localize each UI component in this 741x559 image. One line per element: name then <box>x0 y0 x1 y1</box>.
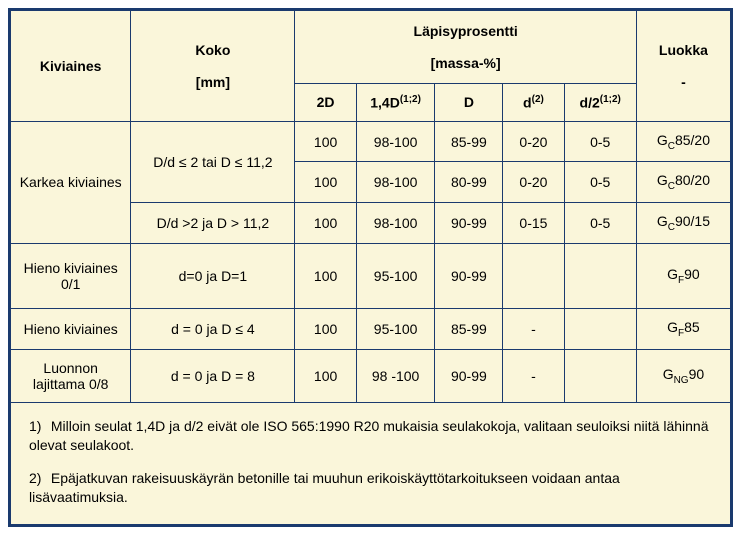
cell: 98-100 <box>356 121 435 162</box>
cell-kivi: Luonnon lajittama 0/8 <box>11 349 131 402</box>
cell-kivi: Karkea kiviaines <box>11 121 131 243</box>
luok-pre: G <box>657 132 668 148</box>
luok-post: 90 <box>684 266 700 282</box>
cell-koko: d = 0 ja D ≤ 4 <box>131 309 295 350</box>
cell-koko-text: D/d ≤ 2 tai D ≤ 11,2 <box>153 154 272 170</box>
hdr-14d: 1,4D(1;2) <box>356 84 435 122</box>
hdr-lapisy-unit: [massa-%] <box>431 55 501 71</box>
luok-pre: G <box>657 213 668 229</box>
cell: 100 <box>295 244 356 309</box>
hdr-d2-pre: d/2 <box>580 95 600 111</box>
note-1-num: 1) <box>29 417 47 436</box>
cell: 80-99 <box>435 162 503 203</box>
cell: 90-99 <box>435 203 503 244</box>
hdr-kiviaines-label: Kiviaines <box>40 58 101 74</box>
notes-cell: 1) Milloin seulat 1,4D ja d/2 eivät ole … <box>11 402 731 525</box>
table-row: Luonnon lajittama 0/8 d = 0 ja D = 8 100… <box>11 349 731 402</box>
cell: 0-5 <box>564 203 636 244</box>
luok-pre: G <box>667 266 678 282</box>
cell: 100 <box>295 121 356 162</box>
cell: 85-99 <box>435 121 503 162</box>
cell-koko: D/d >2 ja D > 11,2 <box>131 203 295 244</box>
hdr-dd-sup: (2) <box>532 94 544 105</box>
hdr-d2: d/2(1;2) <box>564 84 636 122</box>
cell-luokka: GC80/20 <box>636 162 730 203</box>
hdr-koko: Koko [mm] <box>131 11 295 122</box>
note-2-text: Epäjatkuvan rakeisuuskäyrän betonille ta… <box>29 470 620 505</box>
luok-sub: C <box>668 181 675 192</box>
hdr-kiviaines: Kiviaines <box>11 11 131 122</box>
cell: 90-99 <box>435 349 503 402</box>
luok-sub: NG <box>674 375 689 386</box>
table-container: Kiviaines Koko [mm] Läpisyprosentti [mas… <box>8 8 733 527</box>
header-row-1: Kiviaines Koko [mm] Läpisyprosentti [mas… <box>11 11 731 84</box>
hdr-luokka: Luokka - <box>636 11 730 122</box>
cell: 0-15 <box>503 203 564 244</box>
data-table: Kiviaines Koko [mm] Läpisyprosentti [mas… <box>10 10 731 525</box>
hdr-14d-pre: 1,4D <box>370 95 400 111</box>
hdr-lapisy-label: Läpisyprosentti <box>414 23 518 39</box>
hdr-dd-pre: d <box>523 95 532 111</box>
cell: 98 -100 <box>356 349 435 402</box>
luok-sub: C <box>668 222 675 233</box>
hdr-d2-sup: (1;2) <box>600 94 621 105</box>
cell <box>564 244 636 309</box>
cell: 0-5 <box>564 121 636 162</box>
cell: 100 <box>295 349 356 402</box>
cell: - <box>503 309 564 350</box>
cell-luokka: GC90/15 <box>636 203 730 244</box>
cell <box>564 349 636 402</box>
hdr-lapisy: Läpisyprosentti [massa-%] <box>295 11 636 84</box>
notes-row: 1) Milloin seulat 1,4D ja d/2 eivät ole … <box>11 402 731 525</box>
luok-sub: C <box>668 140 675 151</box>
cell: 85-99 <box>435 309 503 350</box>
hdr-d: D <box>435 84 503 122</box>
hdr-koko-label: Koko <box>195 42 230 58</box>
cell: - <box>503 349 564 402</box>
luok-post: 85 <box>684 319 700 335</box>
cell: 0-20 <box>503 121 564 162</box>
cell-koko: d = 0 ja D = 8 <box>131 349 295 402</box>
luok-post: 80/20 <box>675 172 710 188</box>
cell-luokka: GF85 <box>636 309 730 350</box>
cell: 98-100 <box>356 203 435 244</box>
hdr-luokka-dash: - <box>681 74 686 90</box>
cell: 98-100 <box>356 162 435 203</box>
note-2-num: 2) <box>29 469 47 488</box>
cell: 95-100 <box>356 309 435 350</box>
cell-luokka: GF90 <box>636 244 730 309</box>
cell: 90-99 <box>435 244 503 309</box>
cell: 100 <box>295 203 356 244</box>
table-row: Hieno kiviaines 0/1 d=0 ja D=1 100 95-10… <box>11 244 731 309</box>
hdr-luokka-label: Luokka <box>659 42 708 58</box>
luok-post: 85/20 <box>675 132 710 148</box>
note-1-text: Milloin seulat 1,4D ja d/2 eivät ole ISO… <box>29 418 709 453</box>
hdr-2d: 2D <box>295 84 356 122</box>
cell-koko: d=0 ja D=1 <box>131 244 295 309</box>
table-row: Karkea kiviaines D/d ≤ 2 tai D ≤ 11,2 10… <box>11 121 731 162</box>
luok-post: 90/15 <box>675 213 710 229</box>
hdr-koko-unit: [mm] <box>196 74 230 90</box>
cell: 100 <box>295 309 356 350</box>
hdr-dd: d(2) <box>503 84 564 122</box>
cell-luokka: GNG90 <box>636 349 730 402</box>
luok-post: 90 <box>689 366 705 382</box>
cell <box>503 244 564 309</box>
cell-kivi: Hieno kiviaines <box>11 309 131 350</box>
luok-pre: G <box>667 319 678 335</box>
cell-koko: D/d ≤ 2 tai D ≤ 11,2 <box>131 121 295 203</box>
hdr-14d-sup: (1;2) <box>400 94 421 105</box>
cell: 0-5 <box>564 162 636 203</box>
cell: 95-100 <box>356 244 435 309</box>
cell-luokka: GC85/20 <box>636 121 730 162</box>
cell: 100 <box>295 162 356 203</box>
cell-kivi: Hieno kiviaines 0/1 <box>11 244 131 309</box>
cell <box>564 309 636 350</box>
table-row: Hieno kiviaines d = 0 ja D ≤ 4 100 95-10… <box>11 309 731 350</box>
luok-pre: G <box>657 172 668 188</box>
cell: 0-20 <box>503 162 564 203</box>
luok-pre: G <box>663 366 674 382</box>
